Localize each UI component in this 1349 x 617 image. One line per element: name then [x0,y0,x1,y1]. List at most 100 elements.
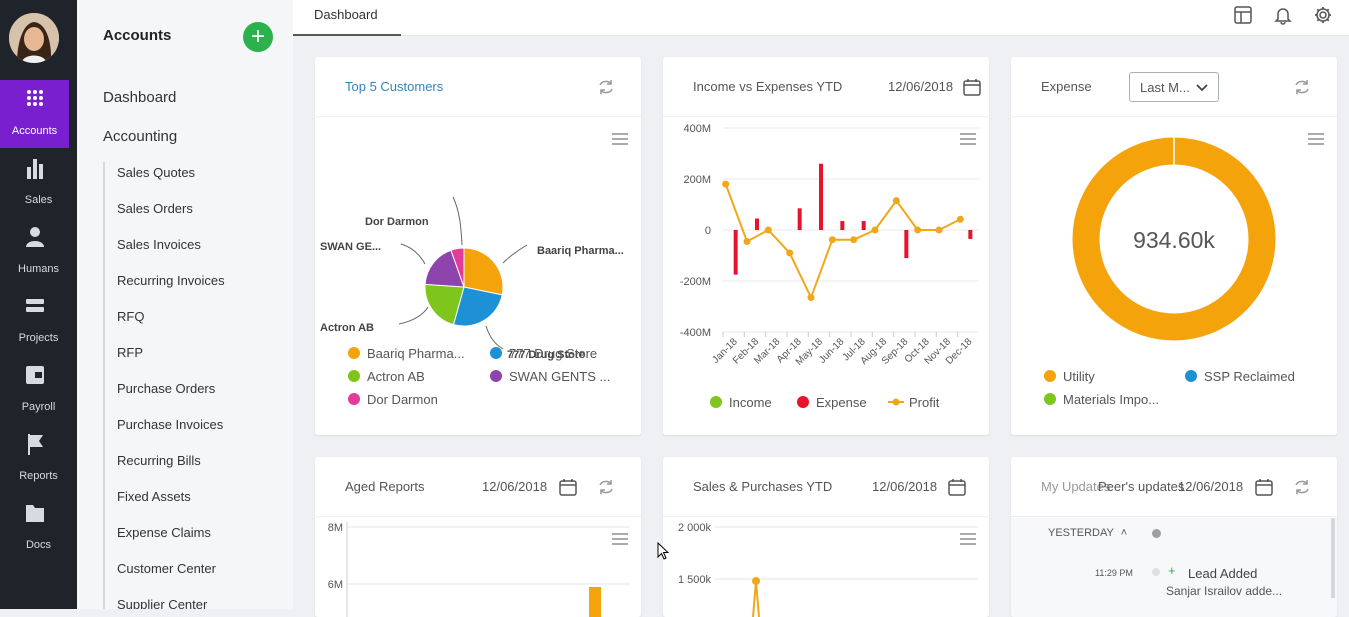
profit-point[interactable] [935,226,943,234]
refresh-icon[interactable] [1292,77,1312,97]
legend-item[interactable]: SSP Reclaimed [1185,369,1295,384]
nav-item-projects[interactable]: Projects [0,287,77,355]
legend-item[interactable]: Utility [1044,369,1095,384]
card-header: My Updates Peer's updates 12/06/2018 [1011,457,1337,517]
tab-my-updates[interactable]: My Updates [1041,479,1111,494]
bell-icon[interactable] [1273,5,1293,25]
pie-slice[interactable] [463,247,504,296]
nav-item-sales[interactable]: Sales [0,149,77,217]
expense-card: Expense Last M... 934.60k Utility SSP Re… [1011,57,1337,435]
legend-item[interactable]: 777 Drug Store [490,346,597,361]
tab-dashboard[interactable]: Dashboard [293,0,401,36]
income-expenses-card: Income vs Expenses YTD 12/06/2018 400M 20… [663,57,989,435]
menu-icon[interactable] [960,133,976,145]
legend-item[interactable]: Income [710,395,772,410]
user-avatar[interactable] [9,13,59,63]
expense-bar[interactable] [968,230,973,239]
expense-bar[interactable] [840,221,845,230]
submenu-item-sales-invoices[interactable]: Sales Invoices [117,237,201,252]
expense-bar[interactable] [819,163,823,230]
menu-icon[interactable] [612,133,628,145]
nav-item-docs[interactable]: Docs [0,494,77,562]
profit-point[interactable] [722,180,730,188]
submenu-item-purchase-orders[interactable]: Purchase Orders [117,381,216,396]
nav-item-humans[interactable]: Humans [0,218,77,286]
submenu-item-rfp[interactable]: RFP [117,345,143,360]
calendar-icon[interactable] [558,477,578,497]
nav-item-accounts[interactable]: Accounts [0,80,69,148]
menu-icon[interactable] [1308,133,1324,145]
card-title[interactable]: Top 5 Customers [345,79,444,94]
bar [589,587,601,617]
legend-item[interactable]: Dor Darmon [348,392,438,407]
legend-dot [797,396,809,408]
expense-bar[interactable] [733,230,738,275]
expense-bar[interactable] [904,230,909,259]
submenu-item-recurring-bills[interactable]: Recurring Bills [117,453,201,468]
legend-item[interactable]: Materials Impo... [1044,392,1159,407]
profit-point[interactable] [828,236,836,244]
nav-item-payroll[interactable]: Payroll [0,356,77,424]
profit-point[interactable] [807,294,815,302]
refresh-icon[interactable] [1292,477,1312,497]
legend-item[interactable]: Actron AB [348,369,425,384]
submenu-item-recurring-invoices[interactable]: Recurring Invoices [117,273,225,288]
top5-customers-card: Top 5 Customers Dor Darmon SWAN GE... Ba… [315,57,641,435]
submenu-item-supplier-center[interactable]: Supplier Center [117,597,208,609]
legend-label: Utility [1063,369,1095,384]
add-button[interactable]: + [243,22,273,52]
pie-label: Dor Darmon [365,216,429,228]
profit-point[interactable] [743,237,751,245]
submenu-item-expense-claims[interactable]: Expense Claims [117,525,211,540]
menu-icon[interactable] [960,533,976,545]
pie-slice[interactable] [424,283,465,326]
period-select[interactable]: Last M... [1129,72,1219,102]
group-header[interactable]: YESTERDAY ˄ [1048,527,1127,539]
menu-icon[interactable] [612,533,628,545]
submenu-item-customer-center[interactable]: Customer Center [117,561,216,576]
submenu-title: Accounts [103,27,172,44]
legend-item[interactable]: Baariq Pharma... [348,346,465,361]
profit-point[interactable] [871,226,879,234]
expense-bar[interactable] [861,221,866,230]
profit-point[interactable] [850,236,858,244]
submenu-item-rfq[interactable]: RFQ [117,309,145,324]
refresh-icon[interactable] [596,77,616,97]
calendar-icon[interactable] [962,77,982,97]
layout-icon[interactable] [1233,5,1253,25]
nav-item-reports[interactable]: Reports [0,425,77,493]
profit-point[interactable] [764,226,772,234]
aged-reports-chart: 8M 6M [328,522,630,617]
profit-point[interactable] [892,197,900,205]
expense-bar[interactable] [797,208,802,230]
pie-slice[interactable] [424,249,465,288]
update-event[interactable]: Lead Added [1188,566,1258,581]
calendar-icon[interactable] [947,477,967,497]
group-label: YESTERDAY [1048,527,1114,539]
profit-point[interactable] [914,226,922,234]
pie-slice[interactable] [450,247,465,288]
submenu-item-purchase-invoices[interactable]: Purchase Invoices [117,417,224,432]
calendar-icon[interactable] [1254,477,1274,497]
profit-point[interactable] [956,215,964,223]
gear-icon[interactable] [1313,5,1333,25]
submenu-accounting[interactable]: Accounting [103,128,178,145]
pie-slice[interactable] [452,286,503,327]
aged-reports-card: Aged Reports 12/06/2018 8M 6M [315,457,641,617]
submenu-item-fixed-assets[interactable]: Fixed Assets [117,489,191,504]
card-date: 12/06/2018 [1178,479,1244,494]
scrollbar[interactable] [1331,518,1335,598]
refresh-icon[interactable] [596,477,616,497]
pie-chart: Dor Darmon SWAN GE... Baariq Pharma... A… [320,196,624,361]
card-title: Sales & Purchases YTD [693,479,833,494]
legend-item[interactable]: SWAN GENTS ... [490,369,610,384]
tab-peers-updates[interactable]: Peer's updates [1098,479,1185,494]
profit-point[interactable] [786,249,794,257]
submenu-item-sales-orders[interactable]: Sales Orders [117,201,193,216]
submenu-item-sales-quotes[interactable]: Sales Quotes [117,165,196,180]
expense-bar[interactable] [755,218,759,230]
legend-item[interactable]: Expense [797,395,867,410]
updates-list: YESTERDAY ˄ 11:29 PM + Lead Added Sanjar… [1011,518,1337,617]
submenu-dashboard[interactable]: Dashboard [103,89,177,106]
legend-item[interactable]: Profit [888,395,939,410]
